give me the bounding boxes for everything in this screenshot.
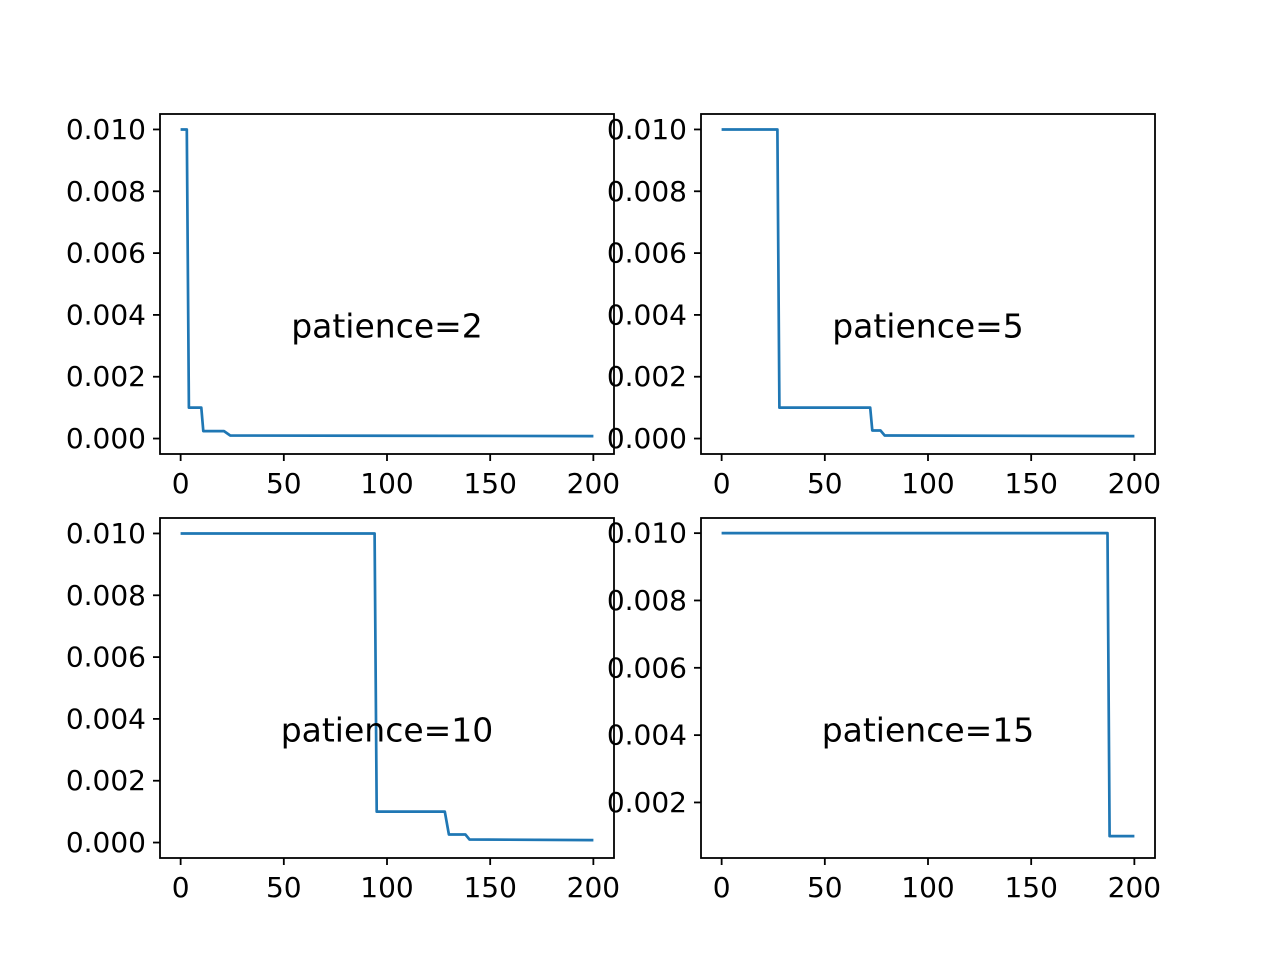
y-tick-label: 0.008	[607, 584, 687, 617]
x-tick-label: 100	[360, 467, 413, 500]
x-tick-label: 50	[266, 871, 302, 904]
x-tick-label: 200	[1108, 467, 1161, 500]
annotation-patience-15: patience=15	[821, 710, 1035, 750]
learning-rate-curve	[721, 128, 1135, 438]
x-tick-label: 0	[172, 871, 190, 904]
y-tick-label: 0.008	[66, 175, 146, 208]
x-tick-label: 100	[901, 871, 954, 904]
y-tick-label: 0.008	[66, 579, 146, 612]
y-tick-label: 0.004	[66, 702, 146, 735]
y-tick-label: 0.006	[607, 651, 687, 684]
subplot-0: 0 50 100 150 200 0.000 0.002 0.004 0.006 0.008 0.0…	[66, 113, 620, 500]
y-tick-label: 0.006	[66, 237, 146, 270]
x-tick-label: 150	[463, 871, 516, 904]
y-tick-label: 0.004	[607, 298, 687, 331]
x-tick-label: 0	[713, 467, 731, 500]
x-tick-label: 150	[1004, 871, 1057, 904]
x-tick-label: 100	[360, 871, 413, 904]
y-tick-label: 0.010	[66, 517, 146, 550]
y-tick-label: 0.000	[607, 422, 687, 455]
y-tick-label: 0.004	[66, 298, 146, 331]
x-tick-label: 200	[1108, 871, 1161, 904]
axes-box	[700, 113, 1156, 455]
learning-rate-curve	[721, 531, 1135, 838]
x-tick-label: 50	[807, 871, 843, 904]
x-tick-label: 100	[901, 467, 954, 500]
y-tick-label: 0.000	[66, 422, 146, 455]
x-tick-label: 0	[172, 467, 190, 500]
axes-box	[159, 113, 615, 455]
x-tick-label: 200	[567, 467, 620, 500]
axes-box	[700, 517, 1156, 859]
y-tick-label: 0.002	[66, 764, 146, 797]
learning-rate-curve	[180, 128, 594, 438]
y-tick-label: 0.010	[66, 113, 146, 146]
subplot-2: 0 50 100 150 200 0.000 0.002 0.004 0.006 0.008 0.0…	[66, 517, 620, 904]
annotation-patience-2: patience=2	[291, 306, 483, 346]
annotation-patience-10: patience=10	[280, 710, 494, 750]
y-tick-label: 0.000	[66, 826, 146, 859]
y-tick-label: 0.010	[607, 517, 687, 550]
x-tick-label: 150	[1004, 467, 1057, 500]
x-tick-label: 0	[713, 871, 731, 904]
y-tick-label: 0.006	[66, 641, 146, 674]
subplot-3: 0 50 100 150 200 0.002 0.004 0.006 0.008 0.010	[607, 517, 1161, 904]
x-tick-label: 200	[567, 871, 620, 904]
y-tick-label: 0.002	[607, 360, 687, 393]
x-tick-label: 50	[266, 467, 302, 500]
x-tick-label: 150	[463, 467, 516, 500]
learning-rate-curve	[180, 532, 594, 842]
y-tick-label: 0.002	[607, 786, 687, 819]
y-tick-label: 0.004	[607, 719, 687, 752]
y-tick-label: 0.006	[607, 237, 687, 270]
annotation-patience-5: patience=5	[832, 306, 1024, 346]
subplot-1: 0 50 100 150 200 0.000 0.002 0.004 0.006 0.008 0.0…	[607, 113, 1161, 500]
y-tick-label: 0.008	[607, 175, 687, 208]
axes-box	[159, 517, 615, 859]
x-tick-label: 50	[807, 467, 843, 500]
y-tick-label: 0.010	[607, 113, 687, 146]
y-tick-label: 0.002	[66, 360, 146, 393]
